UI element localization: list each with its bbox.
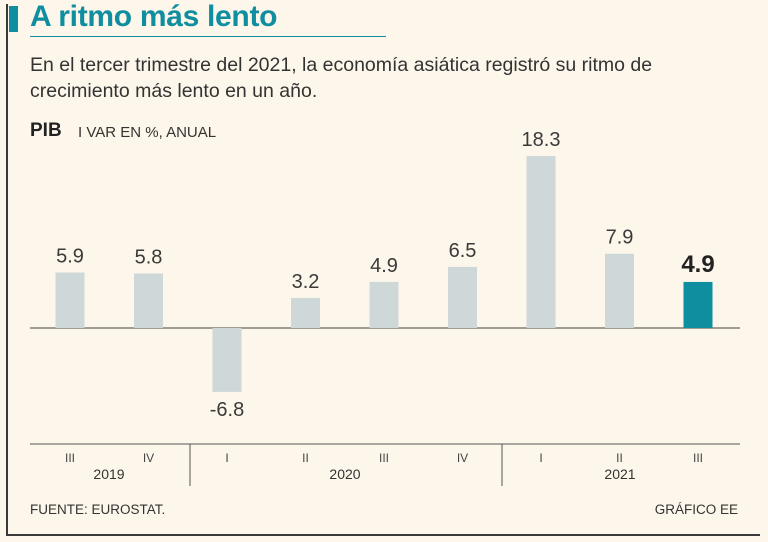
graphic-credit: GRÁFICO EE bbox=[654, 502, 738, 517]
bar-value-label-4: 4.9 bbox=[370, 255, 398, 277]
title-accent-bar bbox=[9, 6, 18, 32]
page-title: A ritmo más lento bbox=[30, 0, 278, 33]
quarter-tick-label-6: I bbox=[539, 451, 542, 465]
bar-0 bbox=[55, 272, 85, 328]
bar-5 bbox=[448, 266, 477, 328]
quarter-tick-label-3: II bbox=[302, 451, 309, 465]
bar-value-label-6: 18.3 bbox=[522, 129, 561, 151]
year-label-2019: 2019 bbox=[93, 466, 124, 482]
year-label-2020: 2020 bbox=[329, 466, 360, 482]
metric-label: PIB bbox=[30, 120, 62, 141]
bar-2 bbox=[212, 328, 242, 392]
chart-frame bbox=[6, 4, 760, 536]
quarter-tick-label-1: IV bbox=[143, 451, 154, 465]
quarter-tick-label-8: III bbox=[693, 451, 703, 465]
year-label-2021: 2021 bbox=[604, 466, 635, 482]
quarter-tick-label-4: III bbox=[379, 451, 389, 465]
bar-7 bbox=[605, 253, 634, 328]
bar-6 bbox=[526, 155, 556, 328]
bar-value-label-7: 7.9 bbox=[606, 227, 634, 249]
title-underline bbox=[30, 36, 386, 37]
bar-value-label-2: -6.8 bbox=[210, 399, 244, 421]
bar-4 bbox=[369, 281, 399, 328]
quarter-tick-label-0: III bbox=[65, 451, 75, 465]
quarter-tick-label-7: II bbox=[616, 451, 623, 465]
bar-value-label-0: 5.9 bbox=[56, 246, 84, 268]
bar-value-label-8: 4.9 bbox=[681, 251, 714, 278]
source-note: FUENTE: EUROSTAT. bbox=[30, 502, 166, 517]
bar-value-label-5: 6.5 bbox=[449, 240, 477, 262]
bar-value-label-3: 3.2 bbox=[292, 271, 320, 293]
quarter-tick-label-5: IV bbox=[457, 451, 468, 465]
quarter-tick-label-2: I bbox=[225, 451, 228, 465]
bar-value-label-1: 5.8 bbox=[135, 246, 163, 268]
bar-3 bbox=[291, 297, 320, 328]
metric-unit: I VAR EN %, ANUAL bbox=[78, 124, 217, 141]
chart-subtitle: En el tercer trimestre del 2021, la econ… bbox=[30, 54, 653, 102]
bar-8 bbox=[683, 281, 713, 328]
bar-1 bbox=[134, 273, 163, 328]
